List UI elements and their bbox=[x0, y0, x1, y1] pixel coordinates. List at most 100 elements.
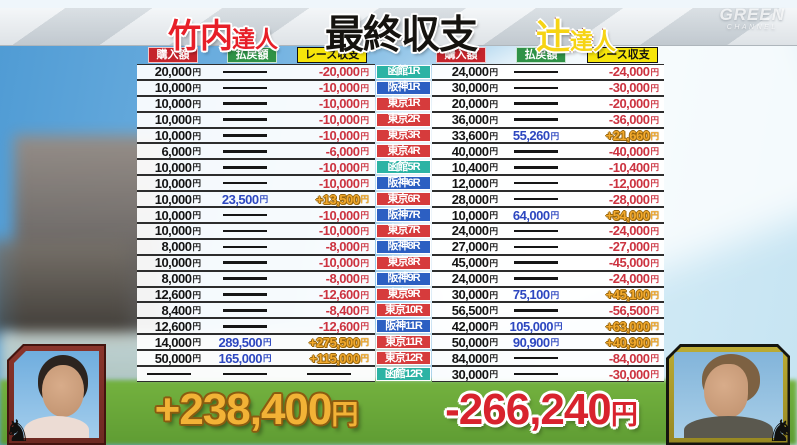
left-player-result: 10,000 円 -10,000 円 bbox=[137, 207, 375, 223]
left-player-result: 10,000 円 23,500 円 +13,500 円 bbox=[137, 191, 375, 208]
race-label: 阪神11R bbox=[376, 319, 431, 334]
balance-value: -40,000 bbox=[608, 143, 650, 159]
balance-value: -24,000 bbox=[608, 223, 650, 239]
balance-cell: -10,000 円 bbox=[289, 129, 369, 143]
yen-suffix: 円 bbox=[650, 130, 659, 141]
no-bet-dash bbox=[223, 261, 267, 264]
yen-suffix: 円 bbox=[192, 337, 201, 348]
purchase-value: 20,000 bbox=[154, 64, 192, 80]
right-portrait-shoulders bbox=[684, 416, 773, 438]
yen-suffix: 円 bbox=[192, 273, 201, 284]
yen-suffix: 円 bbox=[192, 66, 201, 77]
left-total-yen: 円 bbox=[331, 400, 358, 430]
purchase-cell: 45,000 円 bbox=[432, 256, 498, 270]
payout-cell: 289,500 円 bbox=[201, 335, 289, 349]
purchase-cell: 8,000 円 bbox=[137, 240, 201, 254]
purchase-cell: 10,400 円 bbox=[432, 160, 498, 174]
yen-suffix: 円 bbox=[360, 98, 369, 109]
purchase-value: 45,000 bbox=[451, 255, 489, 271]
no-bet-dash bbox=[223, 134, 267, 137]
payout-cell: 75,100 円 bbox=[498, 288, 574, 302]
right-player-result: 20,000 円 -20,000 円 bbox=[432, 95, 664, 112]
purchase-value: 10,000 bbox=[154, 255, 192, 271]
right-portrait-frame bbox=[669, 347, 788, 443]
no-bet-dash bbox=[307, 372, 351, 376]
purchase-cell: 14,000 円 bbox=[137, 335, 201, 349]
race-row: 10,000 円 -10,000 円阪神1R 30,000 円 -30,000 円 bbox=[137, 79, 664, 96]
purchase-value: 24,000 bbox=[451, 64, 489, 80]
race-row: 10,000 円 -10,000 円東京3R 33,600 円 55,260 円 +21,660… bbox=[137, 127, 664, 144]
left-player-result: 10,000 円 -10,000 円 bbox=[137, 222, 375, 239]
balance-cell: -10,000 円 bbox=[289, 224, 369, 238]
no-bet-dash bbox=[514, 229, 558, 233]
balance-cell: -56,500 円 bbox=[574, 303, 659, 317]
payout-cell bbox=[498, 240, 574, 254]
purchase-value: 10,000 bbox=[154, 128, 192, 144]
purchase-value: 27,000 bbox=[451, 239, 489, 255]
right-player-result: 12,000 円 -12,000 円 bbox=[432, 175, 664, 192]
right-player-result: 36,000 円 -36,000 円 bbox=[432, 111, 664, 128]
balance-value: -24,000 bbox=[608, 64, 650, 80]
yen-suffix: 円 bbox=[489, 162, 498, 173]
race-label: 阪神1R bbox=[376, 80, 431, 95]
race-label: 東京10R bbox=[376, 303, 431, 318]
yen-suffix: 円 bbox=[650, 321, 659, 332]
left-player-result bbox=[137, 366, 375, 382]
balance-cell: -8,000 円 bbox=[289, 272, 369, 286]
purchase-value: 10,000 bbox=[154, 175, 192, 191]
yen-suffix: 円 bbox=[192, 225, 201, 236]
purchase-value: 24,000 bbox=[451, 271, 489, 287]
yen-suffix: 円 bbox=[489, 273, 498, 284]
race-label: 函館1R bbox=[376, 65, 431, 79]
race-row: 8,000 円 -8,000 円阪神9R 24,000 円 -24,000 円 bbox=[137, 270, 664, 287]
purchase-value: 24,000 bbox=[451, 223, 489, 239]
right-player-result: 33,600 円 55,260 円 +21,660 円 bbox=[432, 127, 664, 144]
right-player-result: 30,000 円 -30,000 円 bbox=[432, 366, 664, 382]
payout-value: 105,000 bbox=[509, 318, 553, 334]
purchase-value: 8,000 bbox=[161, 239, 192, 255]
purchase-cell: 12,000 円 bbox=[432, 176, 498, 190]
payout-cell bbox=[498, 65, 574, 79]
yen-suffix: 円 bbox=[360, 241, 369, 252]
yen-suffix: 円 bbox=[360, 130, 369, 141]
balance-cell: -10,000 円 bbox=[289, 208, 369, 222]
purchase-value: 28,000 bbox=[451, 191, 489, 207]
balance-value: +54,000 bbox=[605, 207, 650, 223]
yen-suffix: 円 bbox=[650, 66, 659, 77]
balance-value: -36,000 bbox=[608, 112, 650, 128]
right-payout-header: 払戻額 bbox=[516, 47, 566, 63]
yen-suffix: 円 bbox=[360, 273, 369, 284]
yen-suffix: 円 bbox=[192, 82, 201, 93]
race-label: 東京11R bbox=[376, 335, 431, 350]
balance-cell: +54,000 円 bbox=[574, 208, 659, 222]
purchase-value: 50,000 bbox=[154, 350, 192, 366]
balance-cell: +21,660 円 bbox=[574, 129, 659, 143]
left-player-result: 50,000 円 165,000 円 +115,000 円 bbox=[137, 350, 375, 367]
purchase-value: 8,000 bbox=[161, 271, 192, 287]
payout-cell bbox=[201, 208, 289, 222]
yen-suffix: 円 bbox=[489, 210, 498, 221]
purchase-cell: 10,000 円 bbox=[137, 176, 201, 190]
top-strip bbox=[0, 0, 797, 8]
race-label: 東京3R bbox=[376, 128, 431, 143]
balance-cell: -45,000 円 bbox=[574, 256, 659, 270]
yen-suffix: 円 bbox=[192, 321, 201, 332]
yen-suffix: 円 bbox=[360, 114, 369, 125]
right-player-result: 28,000 円 -28,000 円 bbox=[432, 191, 664, 208]
purchase-cell: 30,000 円 bbox=[432, 367, 498, 381]
balance-cell: -6,000 円 bbox=[289, 144, 369, 158]
left-player-name-main: 竹内 bbox=[168, 17, 233, 54]
race-label: 東京7R bbox=[376, 223, 431, 238]
purchase-value: 30,000 bbox=[451, 366, 489, 382]
race-row: 50,000 円 165,000 円 +115,000 円東京12R 84,000 円 -84,… bbox=[137, 350, 664, 367]
payout-cell bbox=[201, 97, 289, 111]
yen-suffix: 円 bbox=[192, 257, 201, 268]
channel-logo: GREEN CHANNEL bbox=[720, 6, 785, 33]
purchase-value: 56,500 bbox=[451, 302, 489, 318]
yen-suffix: 円 bbox=[262, 337, 272, 348]
yen-suffix: 円 bbox=[650, 82, 659, 93]
payout-cell bbox=[201, 224, 289, 238]
purchase-cell: 24,000 円 bbox=[432, 65, 498, 79]
left-player-result: 8,400 円 -8,400 円 bbox=[137, 302, 375, 319]
no-bet-dash bbox=[223, 166, 267, 169]
